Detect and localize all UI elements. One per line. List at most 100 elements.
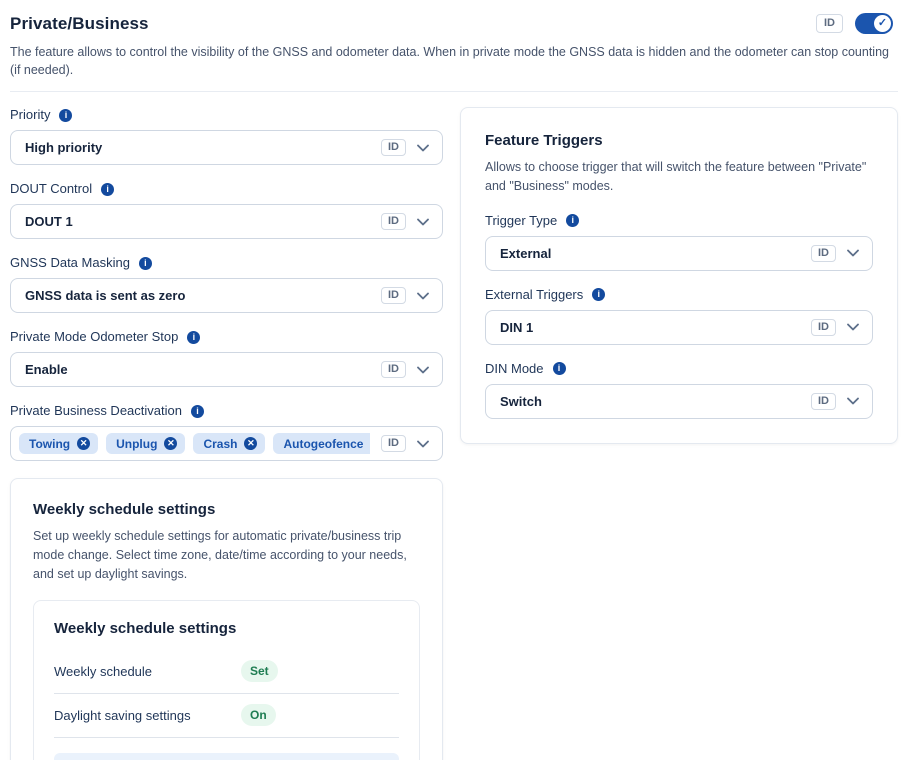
select-value: Enable — [25, 362, 68, 377]
field-label-row: GNSS Data Masking i — [10, 255, 443, 271]
chip-unplug: Unplug ✕ — [106, 433, 186, 454]
selected-chips: Towing ✕ Unplug ✕ Crash ✕ Autogeofence — [19, 433, 370, 454]
field-label: External Triggers — [485, 286, 584, 302]
chevron-down-icon — [417, 144, 429, 152]
divider — [10, 91, 898, 92]
chevron-down-icon — [417, 218, 429, 226]
info-icon[interactable]: i — [138, 256, 152, 270]
select-value: DIN 1 — [500, 319, 534, 335]
id-badge: ID — [811, 318, 836, 336]
field-external-triggers: External Triggers i DIN 1 ID — [485, 287, 873, 345]
id-badge: ID — [381, 287, 406, 304]
select-value: Switch — [500, 393, 542, 409]
id-badge: ID — [381, 361, 406, 378]
private-mode-odometer-stop-select[interactable]: Enable ID — [10, 352, 443, 387]
field-label: DOUT Control — [10, 181, 93, 196]
chip-label: Towing — [29, 436, 71, 451]
private-business-toggle[interactable]: ✓ — [855, 13, 893, 34]
field-private-mode-odometer-stop: Private Mode Odometer Stop i Enable ID — [10, 329, 443, 387]
setup-weekly-schedule-button[interactable]: Set up weekly schedule — [54, 753, 399, 760]
chevron-down-icon — [417, 440, 429, 448]
right-column: Feature Triggers Allows to choose trigge… — [460, 107, 898, 444]
close-icon[interactable]: ✕ — [77, 437, 91, 450]
chip-crash: Crash ✕ — [193, 433, 266, 454]
select-value: High priority — [25, 140, 103, 155]
select-value: GNSS data is sent as zero — [25, 288, 186, 303]
field-label-row: Priority i — [10, 107, 443, 123]
din-mode-select[interactable]: Switch ID — [485, 383, 873, 419]
chip-label: Autogeofence — [283, 436, 364, 451]
feature-triggers-title: Feature Triggers — [485, 132, 603, 149]
feature-triggers-card: Feature Triggers Allows to choose trigge… — [460, 107, 898, 444]
close-icon[interactable]: ✕ — [244, 437, 258, 450]
dout-control-select[interactable]: DOUT 1 ID — [10, 204, 443, 239]
id-badge: ID — [811, 244, 836, 262]
status-badge: On — [241, 704, 276, 727]
field-label-row: DIN Mode i — [485, 361, 873, 377]
field-label: GNSS Data Masking — [10, 255, 130, 270]
id-badge: ID — [381, 213, 406, 230]
page-title: Private/Business — [10, 13, 149, 33]
info-icon[interactable]: i — [190, 404, 204, 418]
main-content: Priority i High priority ID DOUT Control… — [10, 92, 898, 760]
weekly-schedule-row: Weekly schedule Set — [54, 650, 399, 695]
page-header: Private/Business ID ✓ — [10, 13, 898, 34]
status-badge: Set — [241, 660, 278, 683]
summary-card-title: Weekly schedule settings — [54, 620, 237, 638]
priority-select[interactable]: High priority ID — [10, 130, 443, 165]
weekly-schedule-summary-card: Weekly schedule settings Weekly schedule… — [33, 600, 420, 760]
field-label: Priority — [10, 107, 51, 122]
row-label: Weekly schedule — [54, 663, 153, 679]
check-icon: ✓ — [877, 17, 888, 29]
chevron-down-icon — [417, 366, 429, 374]
info-icon[interactable]: i — [592, 288, 606, 301]
field-trigger-type: Trigger Type i External ID — [485, 213, 873, 271]
field-label-row: Private Mode Odometer Stop i — [10, 329, 443, 345]
chevron-down-icon — [847, 397, 859, 405]
chip-towing: Towing ✕ — [19, 433, 99, 454]
field-label-row: DOUT Control i — [10, 181, 443, 197]
weekly-schedule-card: Weekly schedule settings Set up weekly s… — [10, 478, 443, 760]
private-business-deactivation-select[interactable]: Towing ✕ Unplug ✕ Crash ✕ Autogeofence — [10, 426, 443, 461]
info-icon[interactable]: i — [59, 108, 73, 122]
field-gnss-data-masking: GNSS Data Masking i GNSS data is sent as… — [10, 255, 443, 313]
id-badge: ID — [381, 139, 406, 156]
chip-autogeofence: Autogeofence ✕ — [273, 433, 370, 454]
field-label-row: Trigger Type i — [485, 213, 873, 229]
weekly-schedule-card-description: Set up weekly schedule settings for auto… — [33, 529, 407, 581]
select-value: External — [500, 245, 552, 261]
weekly-schedule-card-title: Weekly schedule settings — [33, 501, 216, 518]
info-icon[interactable]: i — [552, 362, 566, 375]
feature-triggers-description: Allows to choose trigger that will switc… — [485, 160, 867, 193]
close-icon[interactable]: ✕ — [164, 437, 178, 450]
trigger-type-select[interactable]: External ID — [485, 235, 873, 271]
id-badge[interactable]: ID — [816, 14, 843, 33]
page-description: The feature allows to control the visibi… — [10, 45, 889, 77]
id-badge: ID — [381, 435, 406, 452]
field-label: Private Business Deactivation — [10, 403, 182, 418]
chevron-down-icon — [847, 249, 859, 257]
chevron-down-icon — [417, 292, 429, 300]
row-label: Daylight saving settings — [54, 707, 191, 723]
info-icon[interactable]: i — [187, 330, 201, 344]
info-icon[interactable]: i — [101, 182, 115, 196]
info-icon[interactable]: i — [566, 214, 580, 227]
chevron-down-icon — [847, 323, 859, 331]
left-column: Priority i High priority ID DOUT Control… — [10, 107, 443, 760]
daylight-saving-row: Daylight saving settings On — [54, 694, 399, 739]
field-label: DIN Mode — [485, 360, 544, 376]
external-triggers-select[interactable]: DIN 1 ID — [485, 309, 873, 345]
select-value: DOUT 1 — [25, 214, 73, 229]
gnss-data-masking-select[interactable]: GNSS data is sent as zero ID — [10, 278, 443, 313]
id-badge: ID — [811, 392, 836, 410]
field-label: Trigger Type — [485, 212, 558, 228]
field-label: Private Mode Odometer Stop — [10, 329, 179, 344]
field-label-row: External Triggers i — [485, 287, 873, 303]
chip-label: Unplug — [116, 436, 158, 451]
field-din-mode: DIN Mode i Switch ID — [485, 361, 873, 419]
field-priority: Priority i High priority ID — [10, 107, 443, 165]
header-controls: ID ✓ — [816, 13, 893, 34]
chip-label: Crash — [203, 436, 238, 451]
field-label-row: Private Business Deactivation i — [10, 403, 443, 419]
